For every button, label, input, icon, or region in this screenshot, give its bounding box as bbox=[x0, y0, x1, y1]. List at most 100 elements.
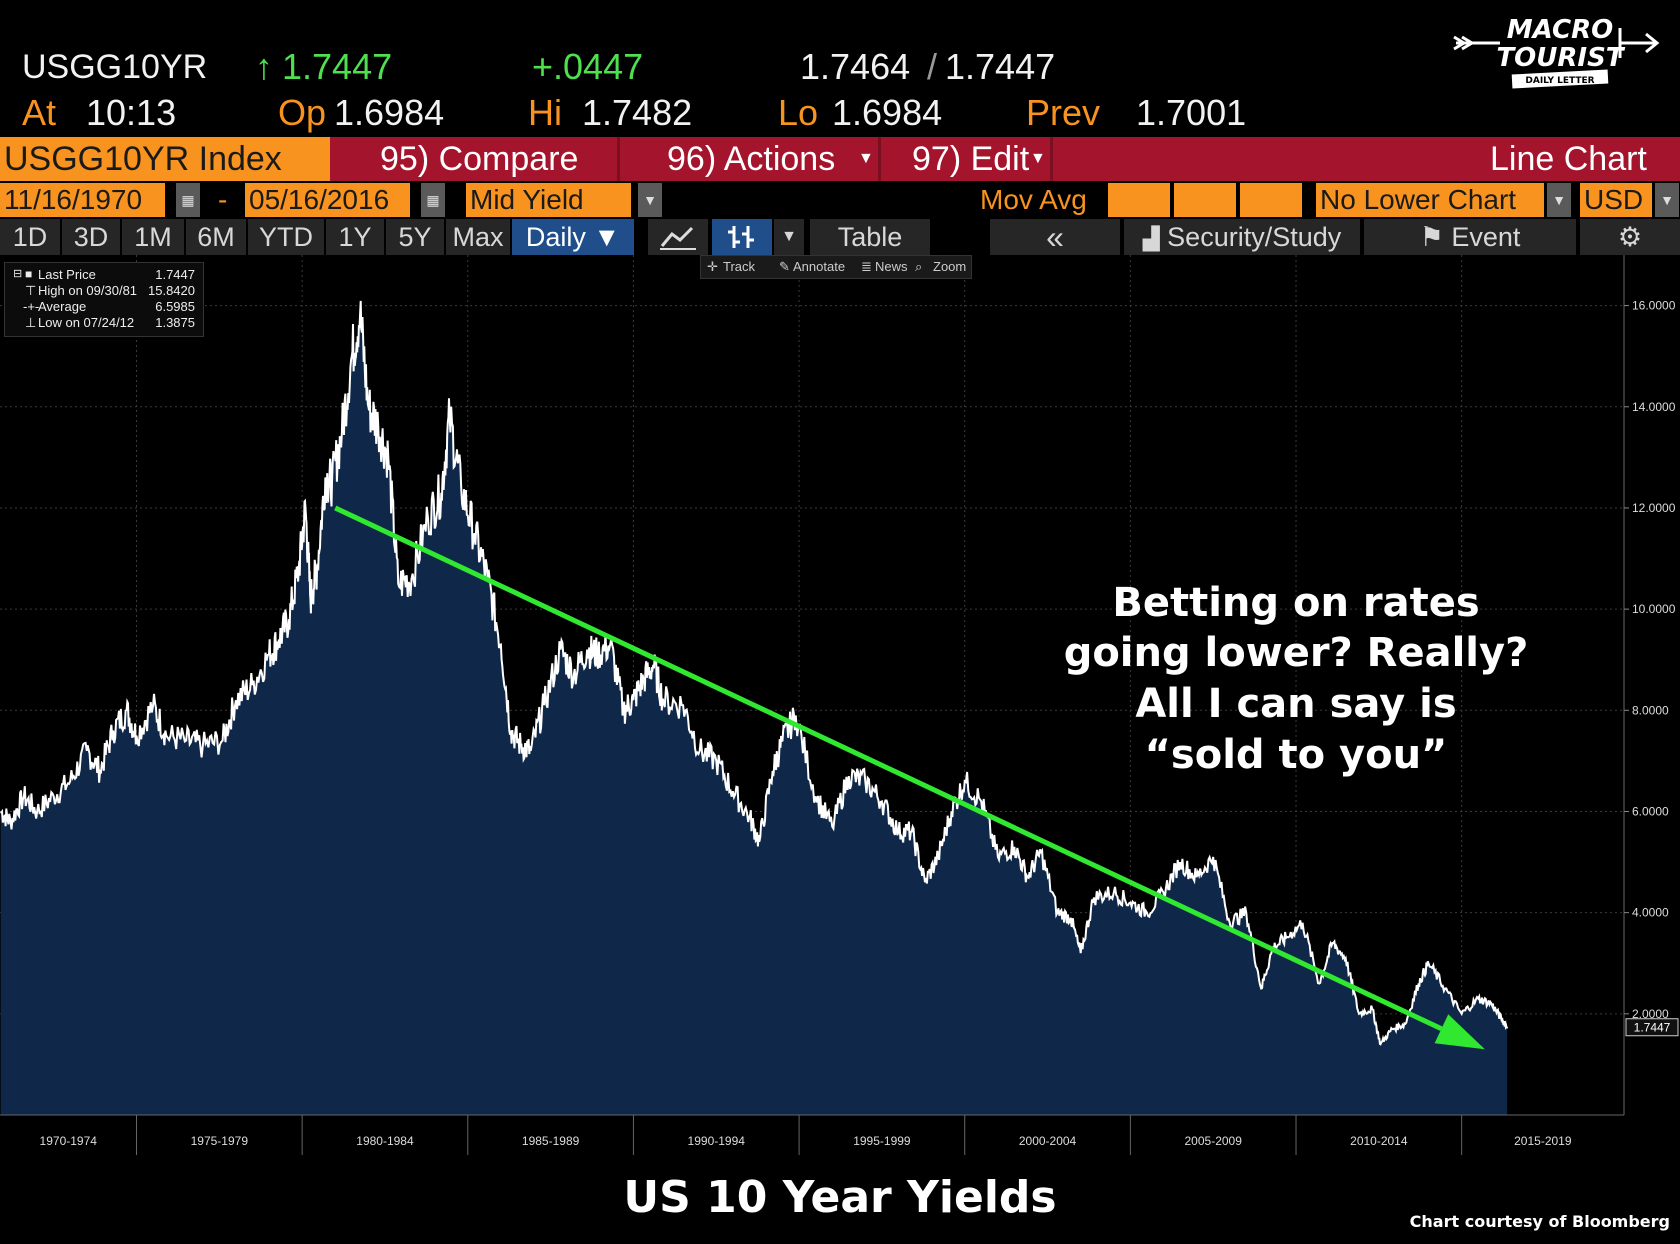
function-toolbar: USGG10YR Index 95) Compare 96) Actions ▼… bbox=[0, 137, 1680, 181]
x-tick-label: 1980-1984 bbox=[356, 1134, 414, 1148]
security-study-label: Security/Study bbox=[1167, 222, 1342, 252]
period-1y[interactable]: 1Y bbox=[326, 219, 384, 255]
chart-type-label[interactable]: Line Chart bbox=[1490, 140, 1647, 178]
yield-area bbox=[0, 300, 1508, 1115]
period-3d[interactable]: 3D bbox=[62, 219, 120, 255]
ask: 1.7447 bbox=[945, 46, 1056, 87]
event-label: Event bbox=[1451, 222, 1521, 252]
x-tick-label: 1990-1994 bbox=[688, 1134, 746, 1148]
quote-time: 10:13 bbox=[86, 92, 177, 133]
chevron-down-icon[interactable]: ▼ bbox=[1655, 183, 1679, 217]
date-range-dash: - bbox=[218, 184, 228, 215]
edit-dropdown-icon[interactable]: ▼ bbox=[1030, 150, 1046, 167]
macro-tourist-logo: MACRO TOURIST DAILY LETTER bbox=[1450, 10, 1665, 90]
annotate-tool[interactable]: Annotate bbox=[793, 259, 846, 274]
toolbar-divider bbox=[878, 137, 881, 181]
chart-type-dropdown-icon[interactable]: ▼ bbox=[774, 219, 804, 255]
y-axis-ticks: 2.0000 4.0000 6.0000 8.0000 10.0000 12.0000 14… bbox=[1624, 299, 1676, 1021]
news-icon: ≣ bbox=[861, 259, 872, 274]
period-1m[interactable]: 1M bbox=[122, 219, 184, 255]
frequency-select[interactable]: Daily ▼ bbox=[512, 219, 634, 255]
period-ytd[interactable]: YTD bbox=[248, 219, 324, 255]
collapse-icon[interactable]: « bbox=[990, 219, 1120, 255]
actions-menu[interactable]: 96) Actions bbox=[667, 140, 836, 178]
period-5y[interactable]: 5Y bbox=[386, 219, 444, 255]
annotation-line-2: going lower? Really? bbox=[1063, 630, 1529, 676]
low-label: Lo bbox=[778, 92, 819, 133]
chart-settings-bar: 11/16/1970 ▦ - 05/16/2016 ▦ Mid Yield ▼ … bbox=[0, 183, 1680, 217]
mov-avg-input-3[interactable] bbox=[1240, 183, 1302, 217]
track-tool[interactable]: Track bbox=[723, 259, 756, 274]
high-value: 1.7482 bbox=[582, 92, 693, 133]
time-label: At bbox=[22, 92, 57, 133]
x-tick-label: 2010-2014 bbox=[1350, 1134, 1408, 1148]
field-select[interactable]: Mid Yield bbox=[466, 183, 631, 217]
period-6m[interactable]: 6M bbox=[186, 219, 246, 255]
y-tick-label: 10.0000 bbox=[1632, 602, 1676, 616]
y-tick-label: 14.0000 bbox=[1632, 400, 1676, 414]
bid: 1.7464 bbox=[800, 46, 911, 87]
news-tool[interactable]: News bbox=[875, 259, 908, 274]
compare-button[interactable]: 95) Compare bbox=[380, 140, 579, 178]
chart-tools-bar: ✛ Track ✎ Annotate ≣ News ⌕ Zoom bbox=[700, 255, 972, 279]
legend-last-price: ⊟ ■ Last Price 1.7447 bbox=[13, 267, 195, 282]
annotation-line-4: “sold to you” bbox=[1144, 732, 1448, 778]
x-tick-label: 1975-1979 bbox=[191, 1134, 249, 1148]
x-tick-label: 2005-2009 bbox=[1185, 1134, 1243, 1148]
table-button[interactable]: Table bbox=[810, 219, 930, 255]
mov-avg-input-1[interactable] bbox=[1108, 183, 1170, 217]
last-price-label: 1.7447 bbox=[1634, 1021, 1671, 1035]
event-button[interactable]: ⚑ Event bbox=[1364, 219, 1576, 255]
currency-select[interactable]: USD bbox=[1580, 183, 1652, 217]
y-tick-label: 6.0000 bbox=[1632, 804, 1669, 818]
security-study-button[interactable]: ▟ Security/Study bbox=[1124, 219, 1360, 255]
actions-dropdown-icon[interactable]: ▼ bbox=[858, 150, 874, 167]
period-toolbar: 1D 3D 1M 6M YTD 1Y 5Y Max Daily ▼ ▼ Tabl… bbox=[0, 219, 1680, 255]
trend-arrowhead bbox=[1434, 1014, 1485, 1050]
bid-ask-separator: / bbox=[927, 46, 938, 87]
start-date-input[interactable]: 11/16/1970 bbox=[0, 183, 165, 217]
period-1d[interactable]: 1D bbox=[0, 219, 60, 255]
security-field[interactable]: USGG10YR Index bbox=[0, 137, 330, 181]
line-chart-icon[interactable] bbox=[648, 219, 708, 255]
gear-icon[interactable]: ⚙ bbox=[1580, 219, 1680, 255]
y-tick-label: 4.0000 bbox=[1632, 906, 1669, 920]
logo-line2: TOURIST bbox=[1496, 43, 1625, 73]
edit-menu[interactable]: 97) Edit bbox=[912, 140, 1030, 178]
bar-chart-icon[interactable] bbox=[712, 219, 772, 255]
chart-legend: ⊟ ■ Last Price 1.7447 ⊤ High on 09/30/81 15.8… bbox=[4, 262, 204, 337]
x-tick-label: 2000-2004 bbox=[1019, 1134, 1077, 1148]
legend-low: ⊥ Low on 07/24/12 1.3875 bbox=[25, 315, 195, 330]
x-tick-label: 2015-2019 bbox=[1514, 1134, 1572, 1148]
pencil-icon: ✎ bbox=[779, 259, 790, 274]
net-change: +.0447 bbox=[532, 46, 644, 87]
x-tick-label: 1970-1974 bbox=[40, 1134, 98, 1148]
yield-line bbox=[0, 300, 1509, 1046]
study-chart-icon: ▟ bbox=[1142, 226, 1160, 251]
zoom-tool[interactable]: Zoom bbox=[933, 259, 967, 274]
chart-title: US 10 Year Yields bbox=[623, 1172, 1057, 1223]
calendar-icon[interactable]: ▦ bbox=[176, 183, 200, 217]
end-date-input[interactable]: 05/16/2016 bbox=[245, 183, 410, 217]
mov-avg-input-2[interactable] bbox=[1174, 183, 1236, 217]
toolbar-divider bbox=[1050, 137, 1053, 181]
yield-chart[interactable]: 2.0000 4.0000 6.0000 8.0000 10.0000 12.0000 14… bbox=[0, 255, 1680, 1155]
chevron-down-icon[interactable]: ▼ bbox=[638, 183, 662, 217]
annotation-line-1: Betting on rates bbox=[1112, 580, 1480, 626]
prev-label: Prev bbox=[1026, 92, 1101, 133]
logo-line1: MACRO bbox=[1507, 15, 1613, 45]
up-arrow-icon: ↑ bbox=[255, 46, 273, 87]
lower-chart-select[interactable]: No Lower Chart bbox=[1316, 183, 1544, 217]
chevron-down-icon[interactable]: ▼ bbox=[1547, 183, 1571, 217]
y-tick-label: 12.0000 bbox=[1632, 501, 1676, 515]
x-axis-ticks: 1970-1974 1975-1979 1980-1984 1985-1989 1990… bbox=[40, 1115, 1572, 1155]
y-tick-label: 2.0000 bbox=[1632, 1007, 1669, 1021]
x-tick-label: 1995-1999 bbox=[853, 1134, 911, 1148]
zoom-icon: ⌕ bbox=[915, 259, 923, 274]
ticker: USGG10YR bbox=[22, 48, 208, 86]
calendar-icon[interactable]: ▦ bbox=[421, 183, 445, 217]
period-max[interactable]: Max bbox=[446, 219, 510, 255]
legend-high: ⊤ High on 09/30/81 15.8420 bbox=[25, 283, 195, 298]
last-price-marker: 1.7447 bbox=[1625, 1018, 1679, 1037]
low-value: 1.6984 bbox=[832, 92, 943, 133]
